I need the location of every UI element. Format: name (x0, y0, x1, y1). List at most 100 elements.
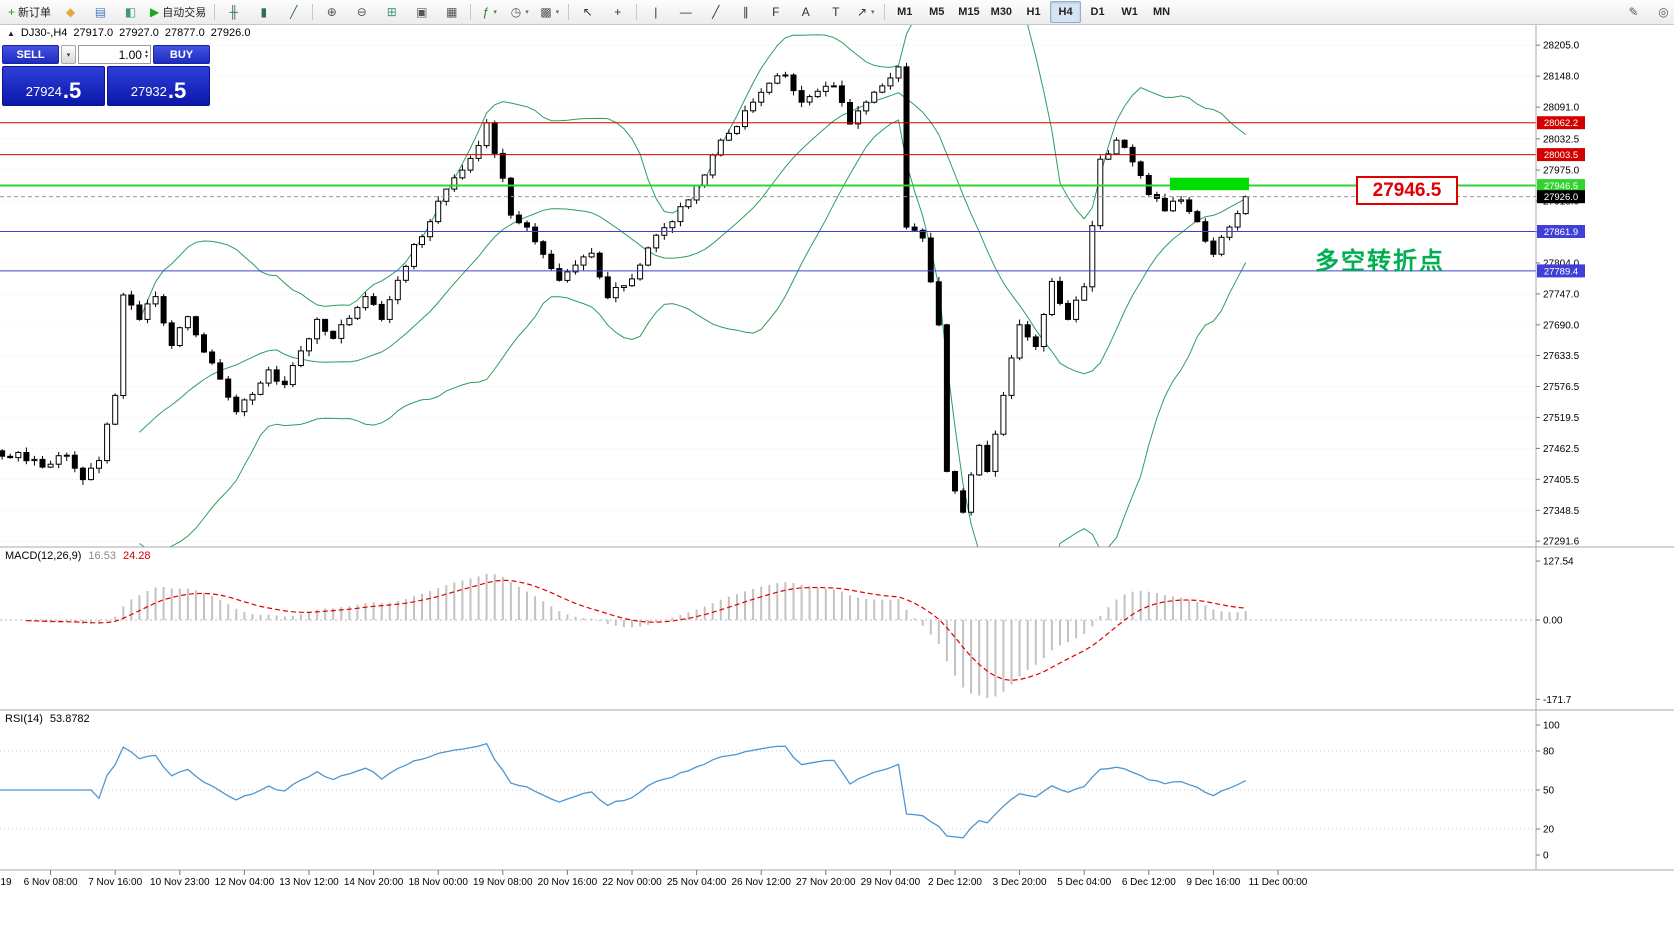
rsi-line (0, 742, 1246, 839)
volume-up-icon[interactable]: ▴ (144, 48, 148, 55)
price-annotation-label[interactable]: 27946.5 (1356, 176, 1458, 205)
chart-window-button[interactable]: ◆ (56, 1, 85, 23)
dropdown-arrow-icon[interactable]: ▾ (493, 9, 497, 16)
zoom-out-button[interactable]: ⊖ (347, 1, 376, 23)
vertical-line-icon: | (654, 5, 658, 19)
buy-button[interactable]: BUY (153, 45, 210, 64)
sell-price-box[interactable]: 27924.5 (2, 66, 105, 106)
svg-text:18 Nov 00:00: 18 Nov 00:00 (408, 877, 468, 888)
fibonacci-button[interactable]: F (761, 1, 790, 23)
svg-text:28003.5: 28003.5 (1544, 150, 1578, 161)
arrows-button[interactable]: ↗ ▾ (851, 1, 880, 23)
svg-text:0: 0 (1543, 851, 1549, 862)
timeframe-button-h4[interactable]: H4 (1050, 1, 1082, 23)
new-order-button[interactable]: + 新订单 (4, 1, 55, 23)
line-chart-button[interactable]: ╱ (279, 1, 308, 23)
svg-text:27747.0: 27747.0 (1543, 289, 1580, 300)
volume-down-icon[interactable]: ▾ (144, 53, 148, 60)
bar-chart-button[interactable]: ╫ (219, 1, 248, 23)
zoom-out-icon: ⊖ (356, 5, 367, 19)
crosshair-button[interactable]: + (603, 1, 632, 23)
profiles-button[interactable]: ▤ (86, 1, 115, 23)
svg-text:0.00: 0.00 (1543, 615, 1563, 626)
close-value: 27926.0 (210, 27, 251, 39)
timeframe-button-w1[interactable]: W1 (1114, 1, 1145, 23)
rsi-name: RSI(14) (5, 713, 43, 725)
svg-text:27926.0: 27926.0 (1544, 192, 1578, 203)
svg-text:27348.5: 27348.5 (1543, 506, 1580, 517)
grid-lines (0, 44, 1536, 542)
toolbar: + 新订单 ◆ ▤ ◧ ▶ 自动交易 ╫ ▮ ╱ ⊕ ⊖ ⊞ ▣ ▦ ƒ ▾ ◷ ▾ ▩ ▾ ↖ + | — ╱ ∥ F A T ↗ ▾ M1 M… (0, 0, 1674, 25)
autotrading-button-label: 自动交易 (162, 7, 207, 19)
indicators-button[interactable]: ƒ ▾ (475, 1, 504, 23)
svg-text:11 Dec 00:00: 11 Dec 00:00 (1249, 877, 1308, 888)
svg-text:27405.5: 27405.5 (1543, 475, 1580, 486)
sell-button[interactable]: SELL (2, 45, 59, 64)
timeframe-button-d1[interactable]: D1 (1082, 1, 1113, 23)
price-tag: 28062.2 (1537, 116, 1585, 129)
toolbar-separator (312, 4, 314, 20)
market-watch-button[interactable]: ◧ (116, 1, 145, 23)
svg-text:27462.5: 27462.5 (1543, 444, 1580, 455)
horizontal-levels[interactable] (0, 122, 1536, 272)
pencil-button[interactable]: ✎ (1619, 1, 1648, 23)
timeframe-button-m15[interactable]: M15 (953, 1, 984, 23)
volume-input[interactable]: 1.00 ▴ ▾ (78, 45, 151, 64)
tile-windows-button[interactable]: ⊞ (377, 1, 406, 23)
arrange-windows-button[interactable]: ▦ (437, 1, 466, 23)
open-value: 27917.0 (73, 27, 114, 39)
timeframe-button-h1[interactable]: H1 (1018, 1, 1049, 23)
cascade-windows-icon: ▣ (416, 5, 428, 19)
trendline-icon: ╱ (712, 5, 720, 19)
timeframe-button-w1-label: W1 (1121, 6, 1138, 18)
text-icon: A (801, 5, 810, 19)
svg-text:6 Nov 08:00: 6 Nov 08:00 (24, 877, 78, 888)
order-type-dropdown[interactable]: ▾ (61, 45, 76, 64)
dropdown-arrow-icon[interactable]: ▾ (871, 9, 875, 16)
candlestick-chart-button[interactable]: ▮ (249, 1, 278, 23)
bar-chart-icon: ╫ (229, 5, 238, 19)
cascade-windows-button[interactable]: ▣ (407, 1, 436, 23)
text-button[interactable]: A (791, 1, 820, 23)
cursor-button[interactable]: ↖ (573, 1, 602, 23)
price-tag: 27926.0 (1537, 190, 1585, 204)
new-order-button-label: 新订单 (18, 7, 52, 19)
magnifier-button[interactable]: ◎ (1649, 1, 1674, 23)
vertical-line-button[interactable]: | (641, 1, 670, 23)
main-pane (0, 24, 1249, 547)
svg-text:-171.7: -171.7 (1543, 695, 1572, 706)
rsi-pane (0, 742, 1536, 839)
dropdown-arrow-icon[interactable]: ▾ (555, 9, 560, 16)
svg-text:25 Nov 04:00: 25 Nov 04:00 (667, 877, 727, 888)
collapse-icon[interactable]: ▲ (7, 28, 15, 38)
svg-text:12 Nov 04:00: 12 Nov 04:00 (215, 877, 275, 888)
time-axis[interactable]: 5 Nov 2019 6 Nov 08:00 7 Nov 16:00 10 Nov 2… (0, 870, 1308, 888)
trendline-button[interactable]: ╱ (701, 1, 730, 23)
timeframe-button-m15-label: M15 (958, 6, 980, 18)
turning-point-text[interactable]: 多空转折点 (1315, 248, 1445, 275)
highlight-rectangle[interactable] (1170, 177, 1249, 191)
timeframe-button-mn[interactable]: MN (1146, 1, 1177, 23)
price-axis[interactable]: 28205.028148.028091.028032.527975.027918… (1536, 41, 1580, 862)
price-pips: .5 (167, 78, 187, 103)
horizontal-line-button[interactable]: — (671, 1, 700, 23)
templates-icon: ▩ (540, 5, 552, 19)
volume-spinner[interactable]: ▴ ▾ (144, 48, 148, 60)
autotrading-button[interactable]: ▶ 自动交易 (146, 1, 210, 23)
timeframe-button-m1[interactable]: M1 (889, 1, 920, 23)
macd-signal-value: 24.28 (122, 550, 151, 562)
svg-text:27576.5: 27576.5 (1543, 382, 1580, 393)
svg-text:20 Nov 16:00: 20 Nov 16:00 (538, 877, 598, 888)
price-tag: 27861.9 (1537, 225, 1585, 238)
zoom-in-button[interactable]: ⊕ (317, 1, 346, 23)
svg-text:9 Dec 16:00: 9 Dec 16:00 (1186, 877, 1240, 888)
periods-button[interactable]: ◷ ▾ (505, 1, 534, 23)
buy-price-box[interactable]: 27932.5 (107, 66, 210, 106)
equidistant-channel-button[interactable]: ∥ (731, 1, 760, 23)
timeframe-button-d1-label: D1 (1090, 6, 1105, 18)
label-button[interactable]: T (821, 1, 850, 23)
timeframe-button-m30[interactable]: M30 (986, 1, 1017, 23)
timeframe-button-m5[interactable]: M5 (921, 1, 952, 23)
templates-button[interactable]: ▩ ▾ (535, 1, 564, 23)
dropdown-arrow-icon[interactable]: ▾ (525, 9, 529, 16)
